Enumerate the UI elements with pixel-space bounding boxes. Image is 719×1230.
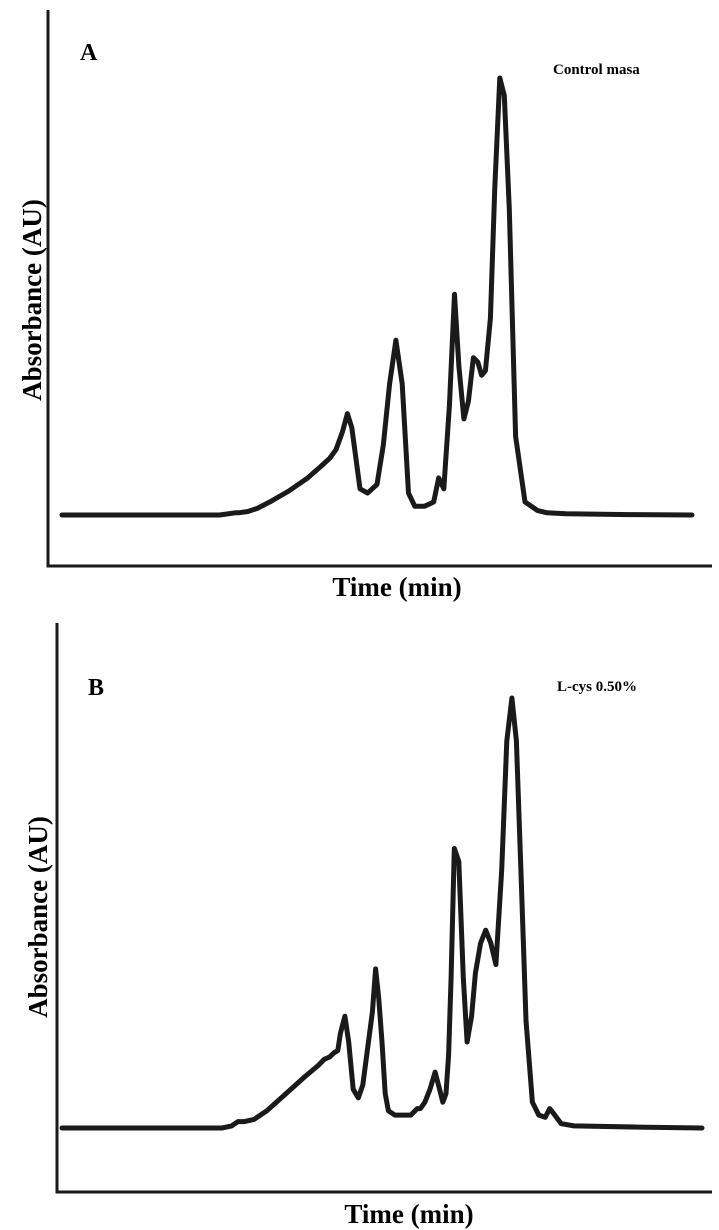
- chart-panel-a: A Control masa Absorbance (AU) Time (min…: [17, 10, 712, 602]
- panel-letter: A: [80, 40, 98, 66]
- panel-title: L-cys 0.50%: [557, 679, 637, 695]
- x-axis-label: Time (min): [332, 572, 461, 602]
- panel-letter: B: [88, 675, 104, 701]
- chromatogram-trace: [59, 75, 695, 518]
- panel-title: Control masa: [553, 62, 640, 78]
- axes-frame: [55, 623, 712, 1194]
- y-axis-label: Absorbance (AU): [17, 199, 47, 401]
- chart-panel-b: B L-cys 0.50% Absorbance (AU) Time (min): [23, 623, 712, 1229]
- y-axis-label: Absorbance (AU): [23, 816, 53, 1018]
- x-axis-label: Time (min): [344, 1199, 473, 1229]
- chromatogram-trace: [59, 695, 705, 1131]
- axes-frame: [46, 10, 712, 568]
